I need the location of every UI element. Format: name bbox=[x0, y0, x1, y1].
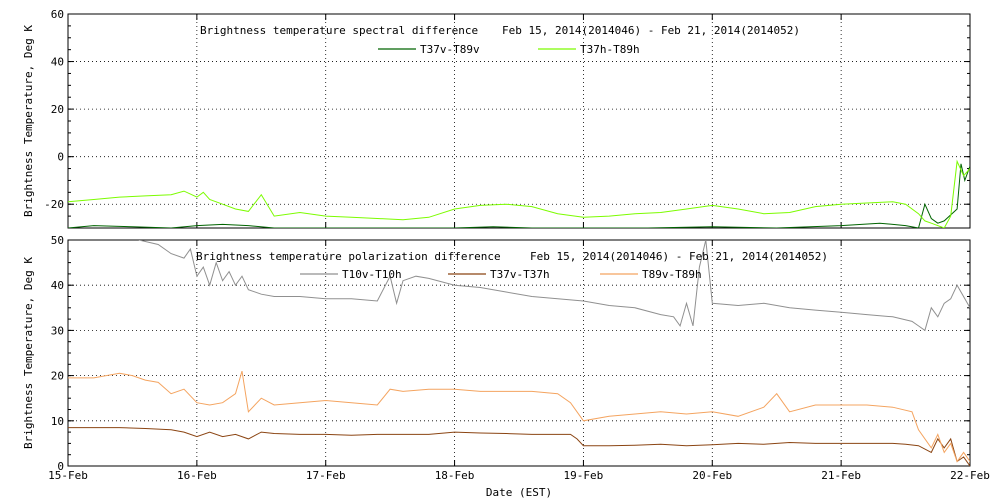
chart-date-range: Feb 15, 2014(2014046) - Feb 21, 2014(201… bbox=[502, 24, 800, 37]
x-tick-label: 20-Feb bbox=[692, 469, 732, 482]
x-tick-label: 17-Feb bbox=[306, 469, 346, 482]
y-tick-label: 40 bbox=[51, 56, 64, 69]
chart-title: Brightness temperature polarization diff… bbox=[196, 250, 501, 263]
y-tick-label: 0 bbox=[57, 460, 64, 473]
series-line-t10v-t10h bbox=[138, 240, 970, 332]
x-tick-label: 15-Feb bbox=[48, 469, 88, 482]
series-group bbox=[68, 240, 970, 466]
y-tick-label: 0 bbox=[57, 151, 64, 164]
y-tick-label: 40 bbox=[51, 279, 64, 292]
series-line-t89v-t89h bbox=[68, 370, 970, 463]
x-tick-label: 22-Feb bbox=[950, 469, 990, 482]
x-axis-label: Date (EST) bbox=[486, 486, 552, 499]
y-axis-label: Brightness Temperature, Deg K bbox=[22, 25, 35, 217]
y-tick-label: 20 bbox=[51, 370, 64, 383]
legend-label: T89v-T89h bbox=[642, 268, 702, 281]
x-tick-label: 21-Feb bbox=[821, 469, 861, 482]
x-tick-label: 19-Feb bbox=[564, 469, 604, 482]
chart-date-range: Feb 15, 2014(2014046) - Feb 21, 2014(201… bbox=[530, 250, 828, 263]
y-axis-label: Brightness Temperature, Deg K bbox=[22, 257, 35, 449]
legend-label: T37v-T89v bbox=[420, 43, 480, 56]
y-tick-label: 30 bbox=[51, 324, 64, 337]
y-tick-label: 20 bbox=[51, 103, 64, 116]
y-tick-label: 50 bbox=[51, 234, 64, 247]
series-group bbox=[68, 159, 970, 228]
y-tick-label: -20 bbox=[44, 198, 64, 211]
plot-frame bbox=[67, 13, 971, 229]
series-line-t37h-t89h bbox=[68, 159, 970, 228]
y-tick-label: 60 bbox=[51, 8, 64, 21]
legend-label: T10v-T10h bbox=[342, 268, 402, 281]
chart-title: Brightness temperature spectral differen… bbox=[200, 24, 478, 37]
y-tick-label: 10 bbox=[51, 415, 64, 428]
series-line-t37v-t89v bbox=[68, 163, 970, 228]
series-line-t37v-t37h bbox=[68, 427, 970, 466]
legend-label: T37v-T37h bbox=[490, 268, 550, 281]
x-tick-label: 16-Feb bbox=[177, 469, 217, 482]
x-tick-label: 18-Feb bbox=[435, 469, 475, 482]
legend-label: T37h-T89h bbox=[580, 43, 640, 56]
